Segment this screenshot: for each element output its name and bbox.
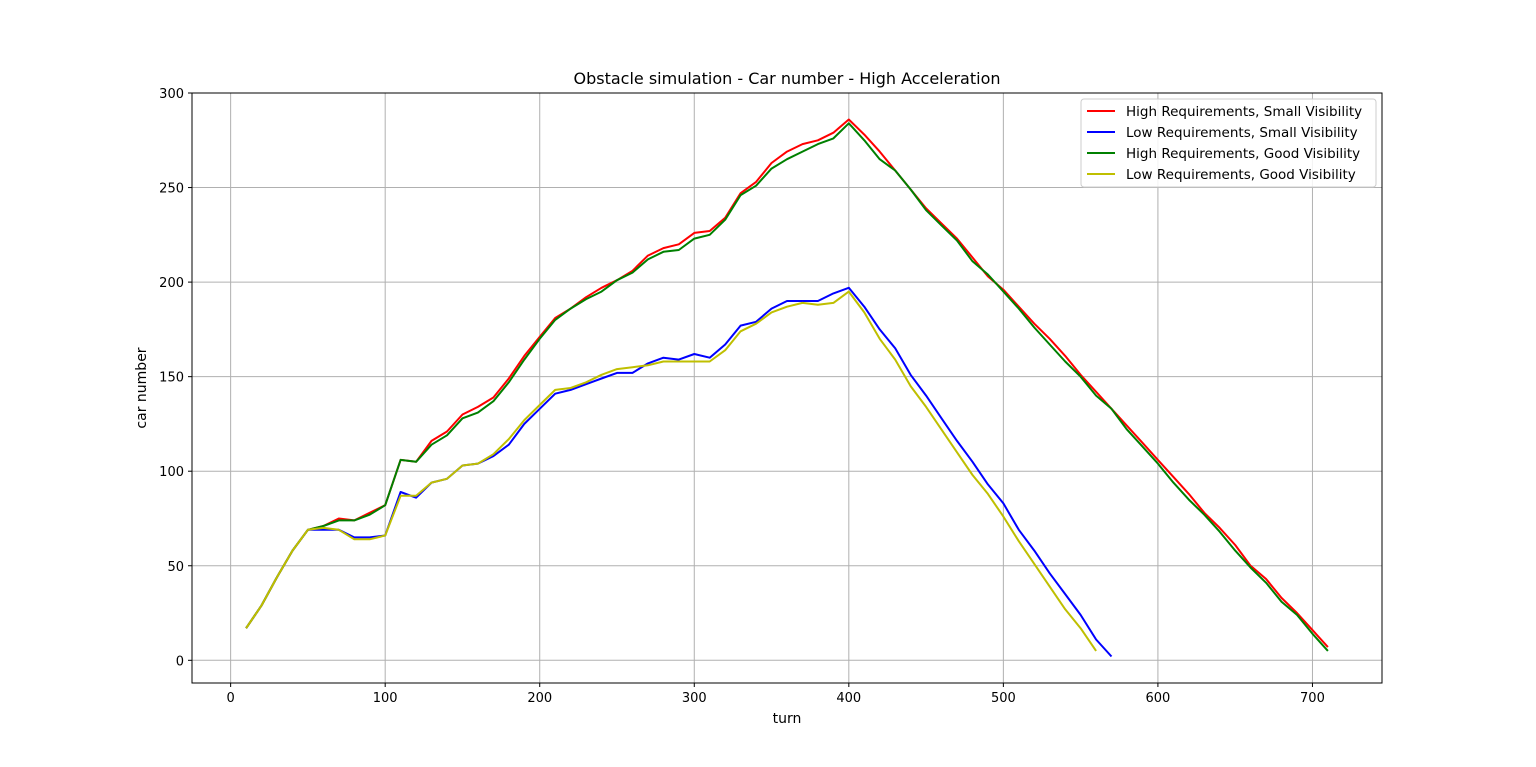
y-tick-label: 150 — [159, 371, 184, 386]
x-axis-label: turn — [773, 711, 802, 727]
series-line-3 — [245, 122, 1329, 652]
series-line-4 — [245, 290, 1097, 652]
x-tick-label: 700 — [1300, 691, 1325, 706]
chart-title: Obstacle simulation - Car number - High … — [574, 69, 1001, 88]
legend: High Requirements, Small Visibility Low R… — [1080, 98, 1377, 188]
y-axis-label: car number — [134, 347, 150, 428]
legend-label: Low Requirements, Good Visibility — [1126, 167, 1356, 183]
legend-label: High Requirements, Small Visibility — [1126, 104, 1362, 120]
x-tick-label: 300 — [682, 691, 707, 706]
x-tick-label: 600 — [1145, 691, 1170, 706]
y-tick-label: 50 — [167, 560, 184, 575]
y-tick-label: 100 — [159, 465, 184, 480]
x-tick-label: 0 — [226, 691, 234, 706]
x-tick-label: 100 — [373, 691, 398, 706]
x-tick-label: 200 — [527, 691, 552, 706]
plot-frame — [191, 92, 1383, 684]
x-tick-label: 500 — [991, 691, 1016, 706]
y-tick-label: 0 — [176, 654, 184, 669]
y-tick-label: 300 — [159, 87, 184, 102]
series-lines — [245, 118, 1329, 658]
x-axis-ticks: 0 100 200 300 400 500 600 700 — [226, 683, 1325, 706]
legend-label: High Requirements, Good Visibility — [1126, 146, 1360, 162]
y-tick-label: 200 — [159, 276, 184, 291]
x-tick-label: 400 — [836, 691, 861, 706]
y-axis-ticks: 0 50 100 150 200 250 300 — [159, 87, 192, 669]
legend-box — [1080, 98, 1377, 188]
y-tick-label: 250 — [159, 182, 184, 197]
series-line-1 — [245, 118, 1329, 648]
legend-label: Low Requirements, Small Visibility — [1126, 125, 1358, 141]
